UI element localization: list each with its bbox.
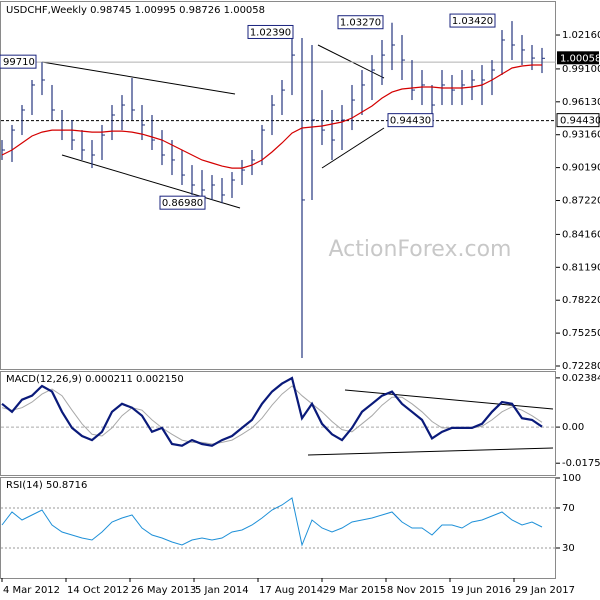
y-tick-label: 30 — [562, 543, 575, 554]
annotation-box — [247, 24, 294, 39]
x-tick-label: 8 Nov 2015 — [387, 585, 445, 596]
y-tick-label: 0.84160 — [562, 229, 600, 240]
y-tick-label: 0.96130 — [562, 97, 600, 108]
y-tick-label: 0.00 — [562, 422, 584, 433]
x-tick-label: 26 May 2013 — [131, 585, 196, 596]
annotation-label: 1.03270 — [340, 18, 381, 29]
price-panel — [0, 1, 556, 370]
y-tick-label: 0.023845 — [562, 373, 600, 384]
x-tick-label: 29 Mar 2015 — [323, 585, 386, 596]
x-tick-label: 14 Oct 2012 — [67, 585, 129, 596]
level-tag — [0, 54, 37, 69]
annotation-label: 1.03420 — [452, 16, 493, 27]
annotation-box — [387, 113, 434, 128]
trend-line — [321, 127, 385, 169]
annotation-box — [337, 15, 384, 30]
x-tick-label: 5 Jan 2014 — [195, 585, 249, 596]
y-tick-label: 0.90190 — [562, 163, 600, 174]
indicator-line — [1, 497, 543, 547]
last-price-tag — [557, 51, 599, 65]
y-tick-label: 0.93160 — [562, 130, 600, 141]
y-tick-label: 0.81190 — [562, 262, 600, 273]
annotation-label: 0.94430 — [390, 116, 431, 127]
y-tick-label: 0.72280 — [562, 361, 600, 372]
moving-average — [1, 64, 542, 169]
y-tick-label: 1.02160 — [562, 30, 600, 41]
indicator-line — [1, 376, 543, 447]
macd-title: MACD(12,26,9) 0.000211 0.002150 — [6, 374, 184, 385]
x-tick-label: 17 Aug 2014 — [259, 585, 323, 596]
annotation-label: 1.02390 — [250, 27, 291, 38]
y-tick-label: 0.78220 — [562, 295, 600, 306]
level-tag-label: 0.94430 — [560, 116, 600, 127]
level-tag-label: 99710 — [3, 57, 35, 68]
y-tick-label: -0.0175 — [562, 458, 600, 469]
annotation-box — [159, 195, 206, 210]
trend-line — [41, 61, 236, 95]
x-tick-label: 19 Jun 2016 — [451, 585, 511, 596]
trend-line — [344, 389, 554, 410]
y-tick-label: 0.75250 — [562, 328, 600, 339]
trend-line — [317, 44, 385, 79]
x-tick-label: 29 Jan 2017 — [515, 585, 575, 596]
x-tick-label: 4 Mar 2012 — [3, 585, 60, 596]
trend-line — [307, 447, 554, 456]
annotation-box — [449, 13, 496, 28]
watermark: ActionForex.com — [329, 237, 512, 262]
y-tick-label: 100 — [562, 473, 581, 484]
y-tick-label: 0.87220 — [562, 196, 600, 207]
last-price-label: 1.00058 — [560, 53, 600, 64]
macd-panel — [0, 371, 556, 476]
rsi-title: RSI(14) 50.8716 — [6, 480, 87, 491]
y-tick-label: 0.99100 — [562, 64, 600, 75]
level-tag — [556, 113, 600, 128]
price-title: USDCHF,Weekly 0.98745 1.00995 0.98726 1.… — [6, 5, 265, 16]
watermark-layer: ActionForex.com — [329, 237, 512, 262]
rsi-panel — [0, 477, 556, 579]
annotation-label: 0.86980 — [162, 198, 203, 209]
y-tick-label: 70 — [562, 503, 575, 514]
